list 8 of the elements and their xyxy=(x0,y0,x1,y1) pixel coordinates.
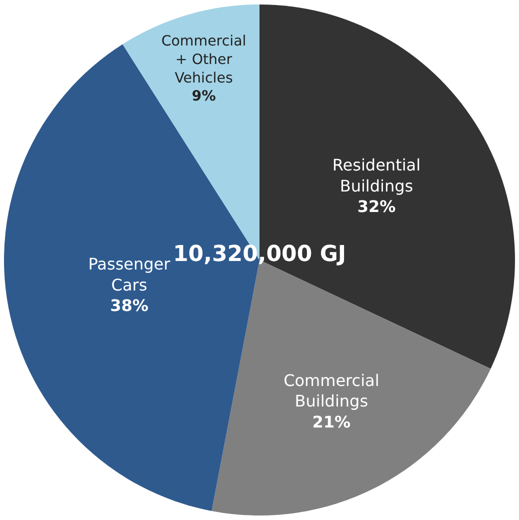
data-label: 9% xyxy=(192,88,216,105)
slice-label: Commercial Buildings xyxy=(284,370,380,411)
data-label: 38% xyxy=(110,296,148,316)
data-label: 32% xyxy=(357,197,396,216)
slice-label: Passenger Cars xyxy=(88,254,171,294)
slice-label: Commercial + Other Vehicles xyxy=(161,33,246,86)
data-label: 21% xyxy=(312,412,351,432)
slice-label: Residential Buildings xyxy=(332,155,421,196)
